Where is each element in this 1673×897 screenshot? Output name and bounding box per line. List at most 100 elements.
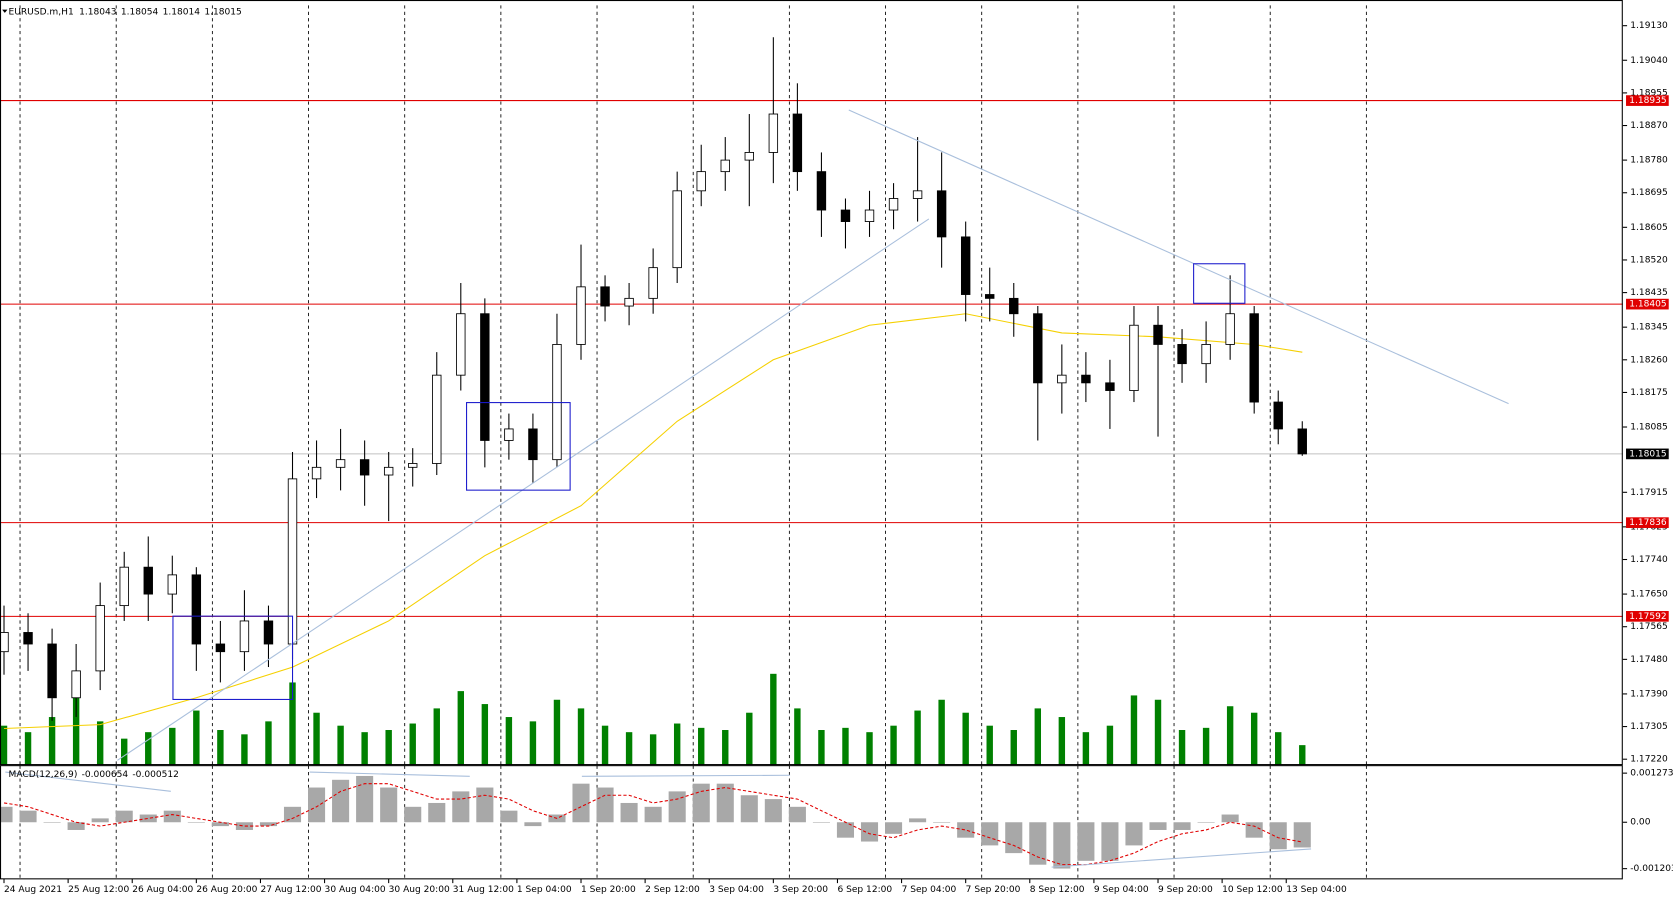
candle-body [576,286,586,345]
candle-body [1201,344,1211,365]
volume-bar [1275,732,1282,765]
x-tick-label: 26 Aug 04:00 [132,885,193,895]
volume-bar [1202,727,1210,765]
volume-bar [601,725,609,765]
macd-bar [668,791,686,823]
candle-body [1057,374,1067,384]
volume-bar [121,738,128,765]
candle-body [1081,374,1091,384]
x-tick-label: 13 Sep 04:00 [1286,885,1347,895]
volume-bar [1034,708,1042,765]
candle-body [816,171,827,211]
zone-box [466,402,571,491]
candle-body [888,198,899,211]
volume-bar [217,730,224,765]
volume-bar [649,734,657,765]
volume-bar [794,708,801,765]
candle-body [960,236,971,295]
y-tick-label: 1.18780 [1630,156,1668,166]
macd-bar [380,787,398,823]
candle-body [1177,344,1187,365]
level-label-box [1626,298,1669,310]
candle-body [119,566,129,607]
ohlc-close: 1.18015 [204,7,241,17]
zone-box [172,615,294,700]
macd-y-tick-label: 0.00 [1630,818,1650,828]
ohlc-open: 1.18043 [79,7,117,17]
volume-bar [313,712,320,765]
candle-body [1105,382,1115,391]
candle-body [792,113,803,173]
candle-body [1009,297,1019,315]
macd-bar [620,802,638,823]
volume-bar [746,712,753,765]
volume-bar [1130,695,1138,765]
macd-bar [1029,822,1047,865]
candle-body [672,190,682,269]
volume-bar [673,723,681,765]
candle-body [528,428,538,461]
y-tick-label: 1.17650 [1630,590,1668,600]
candle-body [912,190,923,199]
y-tick-label: 1.18345 [1630,323,1667,333]
candle-body [408,463,418,468]
macd-bar [1149,822,1167,830]
y-tick-label: 1.18085 [1630,423,1667,433]
candle-body [504,428,514,441]
x-tick-label: 6 Sep 12:00 [837,885,892,895]
volume-bar [770,673,777,765]
volume-bar [1010,730,1017,765]
macd-bar [1197,822,1215,823]
macd-bar [1005,822,1023,854]
volume-bar [24,732,32,765]
volume-bar [553,699,561,765]
candle-body [47,643,57,699]
macd-signal-value: -0.000512 [132,770,179,780]
volume-bar [962,712,969,765]
volume-bar [265,721,272,765]
zone-box [1193,263,1246,304]
x-tick-label: 9 Sep 20:00 [1158,885,1213,895]
volume-bar [577,708,585,765]
moving-average [4,313,1303,730]
x-tick-label: 30 Aug 04:00 [325,885,386,895]
volume-bar [625,732,633,765]
volume-bar [48,717,56,765]
candle-body [480,313,490,441]
candle-body [600,286,610,307]
macd-bar [163,810,181,823]
y-tick-label: 1.18435 [1630,288,1667,298]
candle-body [23,632,33,645]
candle-body [191,574,202,645]
candle-body [215,643,226,653]
macd-bar [812,822,830,823]
volume-bar [722,730,729,765]
macd-bar [860,822,879,842]
x-tick-label: 1 Sep 04:00 [517,885,572,895]
y-tick-label: 1.18520 [1630,255,1668,265]
x-tick-label: 26 Aug 20:00 [196,885,257,895]
macd-y-tick-label: 0.001273 [1630,769,1673,779]
macd-bar [428,802,446,823]
volume-bar [842,727,849,765]
candle-body [1297,428,1307,455]
volume-bar [986,725,993,765]
trend-line [848,109,1509,405]
macd-bar [1053,822,1071,869]
macd-bar [356,775,374,823]
candle-body [335,459,346,468]
candle-body [432,374,442,464]
volume-bar [529,721,537,765]
x-tick-label: 31 Aug 12:00 [453,885,514,895]
macd-bar [692,783,710,823]
macd-value: -0.000654 [82,770,129,780]
ohlc-high: 1.18054 [121,7,159,17]
candle-body [1153,324,1163,345]
macd-header: MACD(12,26,9) -0.000654 -0.000512 [9,770,179,780]
macd-bar [1101,822,1119,861]
x-tick-label: 30 Aug 20:00 [389,885,450,895]
macd-bar [1293,822,1311,848]
candle-body [0,632,9,653]
y-tick-label: 1.17915 [1630,488,1667,498]
volume-bar [385,730,392,765]
